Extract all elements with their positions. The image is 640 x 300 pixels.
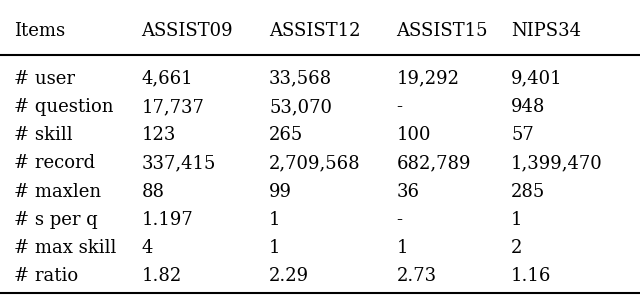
Text: 1,399,470: 1,399,470 bbox=[511, 154, 603, 172]
Text: 1.82: 1.82 bbox=[141, 267, 182, 285]
Text: 682,789: 682,789 bbox=[396, 154, 471, 172]
Text: # record: # record bbox=[14, 154, 95, 172]
Text: -: - bbox=[396, 211, 403, 229]
Text: # ratio: # ratio bbox=[14, 267, 78, 285]
Text: 1: 1 bbox=[396, 239, 408, 257]
Text: 1.16: 1.16 bbox=[511, 267, 552, 285]
Text: # skill: # skill bbox=[14, 126, 73, 144]
Text: # user: # user bbox=[14, 70, 75, 88]
Text: 88: 88 bbox=[141, 183, 164, 201]
Text: 1: 1 bbox=[269, 211, 280, 229]
Text: -: - bbox=[396, 98, 403, 116]
Text: # maxlen: # maxlen bbox=[14, 183, 101, 201]
Text: 948: 948 bbox=[511, 98, 545, 116]
Text: 337,415: 337,415 bbox=[141, 154, 216, 172]
Text: 19,292: 19,292 bbox=[396, 70, 460, 88]
Text: 2,709,568: 2,709,568 bbox=[269, 154, 361, 172]
Text: 100: 100 bbox=[396, 126, 431, 144]
Text: 33,568: 33,568 bbox=[269, 70, 332, 88]
Text: 1.197: 1.197 bbox=[141, 211, 193, 229]
Text: # max skill: # max skill bbox=[14, 239, 116, 257]
Text: Items: Items bbox=[14, 22, 65, 40]
Text: # question: # question bbox=[14, 98, 114, 116]
Text: ASSIST15: ASSIST15 bbox=[396, 22, 488, 40]
Text: 285: 285 bbox=[511, 183, 545, 201]
Text: NIPS34: NIPS34 bbox=[511, 22, 581, 40]
Text: 123: 123 bbox=[141, 126, 176, 144]
Text: 99: 99 bbox=[269, 183, 292, 201]
Text: 57: 57 bbox=[511, 126, 534, 144]
Text: 36: 36 bbox=[396, 183, 419, 201]
Text: 265: 265 bbox=[269, 126, 303, 144]
Text: 9,401: 9,401 bbox=[511, 70, 563, 88]
Text: 1: 1 bbox=[269, 239, 280, 257]
Text: 2.73: 2.73 bbox=[396, 267, 436, 285]
Text: ASSIST12: ASSIST12 bbox=[269, 22, 360, 40]
Text: 4,661: 4,661 bbox=[141, 70, 193, 88]
Text: 17,737: 17,737 bbox=[141, 98, 204, 116]
Text: 53,070: 53,070 bbox=[269, 98, 332, 116]
Text: 4: 4 bbox=[141, 239, 153, 257]
Text: 2: 2 bbox=[511, 239, 522, 257]
Text: 1: 1 bbox=[511, 211, 523, 229]
Text: # s per q: # s per q bbox=[14, 211, 98, 229]
Text: 2.29: 2.29 bbox=[269, 267, 309, 285]
Text: ASSIST09: ASSIST09 bbox=[141, 22, 233, 40]
